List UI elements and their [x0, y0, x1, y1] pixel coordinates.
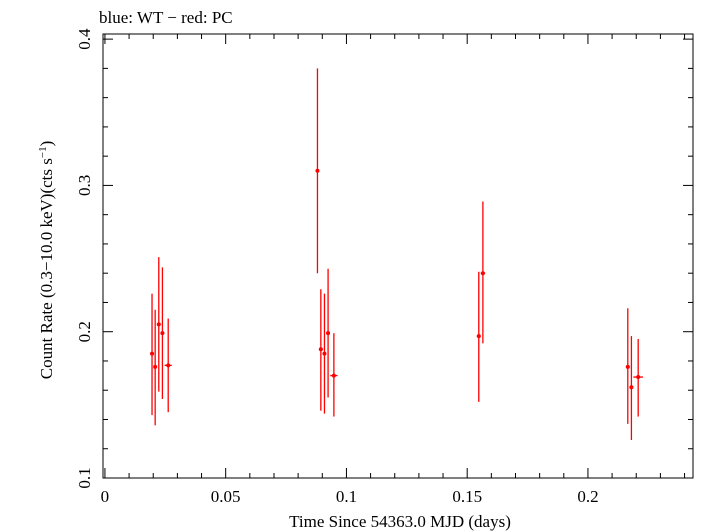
data-point [625, 308, 630, 424]
data-point [150, 293, 155, 416]
data-point-marker [315, 168, 320, 173]
data-point [326, 268, 331, 398]
data-point-marker [160, 331, 165, 336]
axis-tick-labels: 0 0.05 0.1 0.15 0.2 0.1 0.2 0.3 0.4 [75, 28, 599, 506]
data-point [480, 201, 486, 344]
y-axis-label: Count Rate (0.3−10.0 keV)(cts s−1) [37, 141, 56, 380]
data-point [156, 257, 161, 392]
axis-ticks [103, 34, 693, 479]
chart-title: blue: WT − red: PC [99, 8, 233, 27]
data-point [164, 318, 172, 413]
data-point [315, 68, 320, 274]
y-tick-label: 0.3 [75, 175, 94, 196]
data-point [318, 289, 323, 411]
data-point-marker [166, 363, 171, 368]
data-point [330, 333, 338, 417]
data-point-marker [636, 375, 641, 380]
data-point-marker [153, 364, 158, 369]
data-point-marker [150, 351, 155, 356]
data-point [476, 271, 481, 402]
data-point-marker [480, 271, 485, 276]
data-series-pc [150, 68, 644, 440]
data-point [633, 339, 644, 417]
data-point [160, 267, 165, 400]
y-tick-label: 0.4 [75, 28, 94, 50]
plot-frame [102, 33, 694, 479]
data-point-marker [156, 322, 161, 327]
data-point-marker [318, 347, 323, 352]
x-tick-label: 0.15 [452, 487, 482, 506]
data-point-marker [625, 364, 630, 369]
y-axis-label-close: ) [37, 141, 56, 147]
x-axis-label: Time Since 54363.0 MJD (days) [289, 512, 511, 531]
y-axis-label-main: Count Rate (0.3−10.0 keV)(cts s [37, 158, 56, 379]
data-point-marker [629, 385, 634, 390]
x-tick-label: 0.05 [211, 487, 241, 506]
x-tick-label: 0 [101, 487, 110, 506]
x-tick-label: 0.1 [336, 487, 357, 506]
data-point-marker [322, 351, 327, 356]
y-axis-label-exponent: −1 [37, 146, 49, 158]
data-point [153, 309, 158, 426]
y-tick-label: 0.2 [75, 321, 94, 342]
data-point [322, 293, 327, 414]
data-point [629, 336, 634, 440]
data-point-marker [326, 331, 331, 336]
y-tick-label: 0.1 [75, 467, 94, 488]
data-point-marker [476, 334, 481, 339]
x-tick-label: 0.2 [577, 487, 598, 506]
data-point-marker [331, 373, 336, 378]
